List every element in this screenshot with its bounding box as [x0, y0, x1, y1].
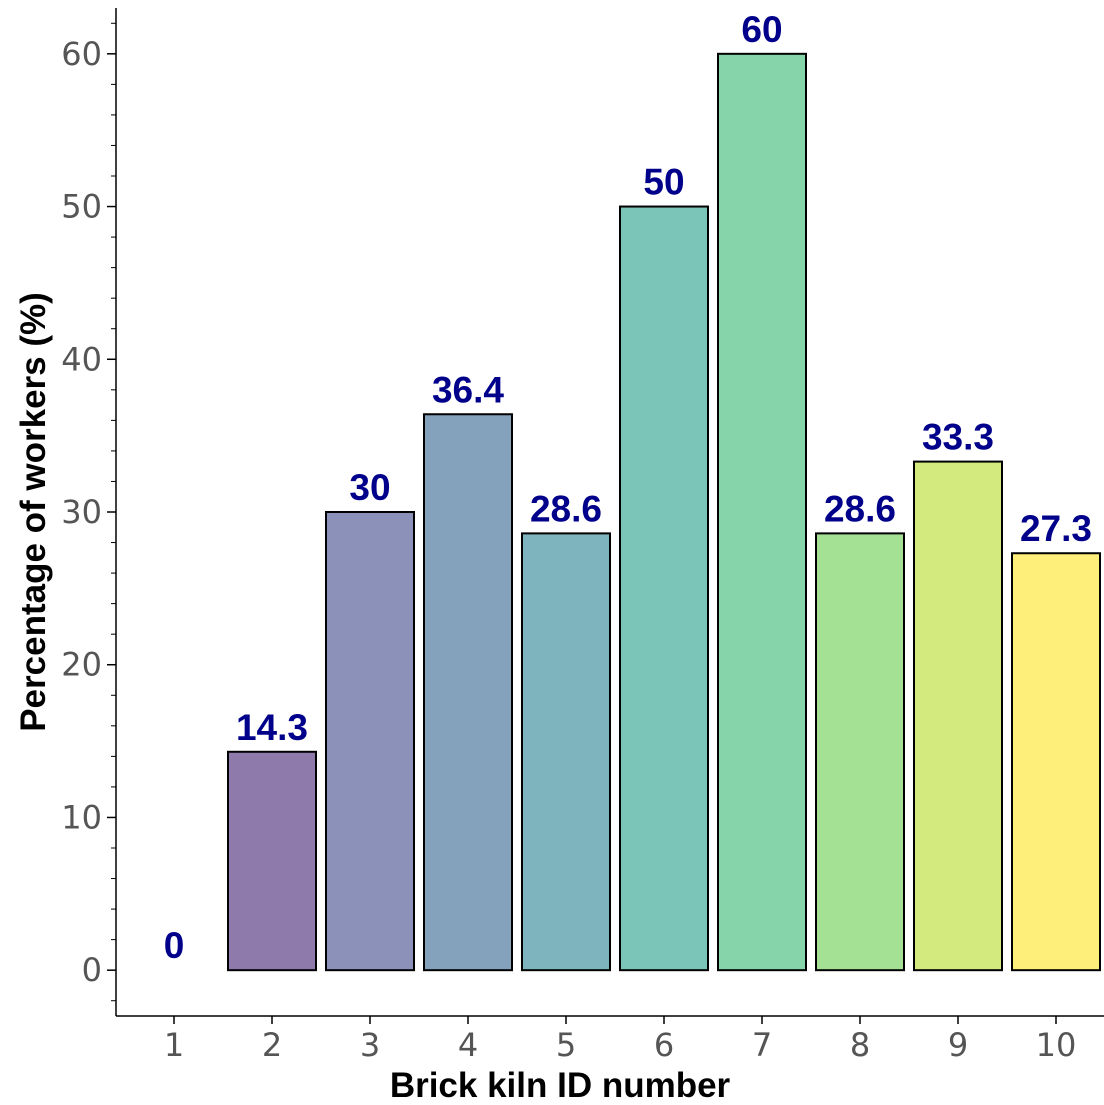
bar-value-label: 14.3 — [236, 707, 308, 748]
bar — [423, 413, 513, 972]
data-labels: 0 14.3 30 36.4 28.6 50 60 28.6 33.3 27.3 — [164, 9, 1092, 966]
bar — [717, 52, 807, 972]
x-tick-label: 1 — [164, 1026, 184, 1064]
y-tick-label: 50 — [61, 188, 102, 226]
x-tick-label: 9 — [948, 1026, 968, 1064]
x-tick-label: 2 — [262, 1026, 282, 1064]
bar-value-label: 30 — [349, 467, 390, 508]
y-tick-label: 30 — [61, 493, 102, 531]
x-axis-title: Brick kiln ID number — [390, 1066, 731, 1105]
bar — [619, 205, 709, 972]
bar — [227, 750, 317, 972]
bars — [227, 52, 1101, 972]
bar-value-label: 0 — [164, 925, 185, 966]
bar — [913, 460, 1003, 972]
y-tick-label: 60 — [61, 35, 102, 73]
y-axis-title: Percentage of workers (%) — [14, 292, 53, 732]
x-tick-label: 6 — [654, 1026, 674, 1064]
bar-value-label: 36.4 — [432, 369, 504, 410]
x-tick-label: 7 — [752, 1026, 772, 1064]
bar-value-label: 27.3 — [1020, 508, 1092, 549]
y-minor-ticks — [111, 22, 116, 1002]
x-tick-label: 3 — [360, 1026, 380, 1064]
bar-value-label: 50 — [643, 162, 684, 203]
bar — [815, 532, 905, 972]
y-axis: 0 10 20 30 40 50 60 — [61, 8, 117, 1016]
x-tick-label: 10 — [1036, 1026, 1077, 1064]
bar — [325, 511, 415, 972]
x-tick-label: 4 — [458, 1026, 478, 1064]
x-tick-label: 8 — [850, 1026, 870, 1064]
y-tick-label: 10 — [61, 798, 102, 836]
y-tick-label: 0 — [82, 951, 102, 989]
y-tick-label: 20 — [61, 646, 102, 684]
x-axis: 1 2 3 4 5 6 7 8 9 10 — [116, 1015, 1104, 1064]
x-tick-label: 5 — [556, 1026, 576, 1064]
y-tick-label: 40 — [61, 340, 102, 378]
bar — [1011, 552, 1101, 972]
bar-value-label: 60 — [741, 9, 782, 50]
bar-value-label: 33.3 — [922, 417, 994, 458]
bar-value-label: 28.6 — [824, 488, 896, 529]
bar-value-label: 28.6 — [530, 488, 602, 529]
bar — [521, 532, 611, 972]
